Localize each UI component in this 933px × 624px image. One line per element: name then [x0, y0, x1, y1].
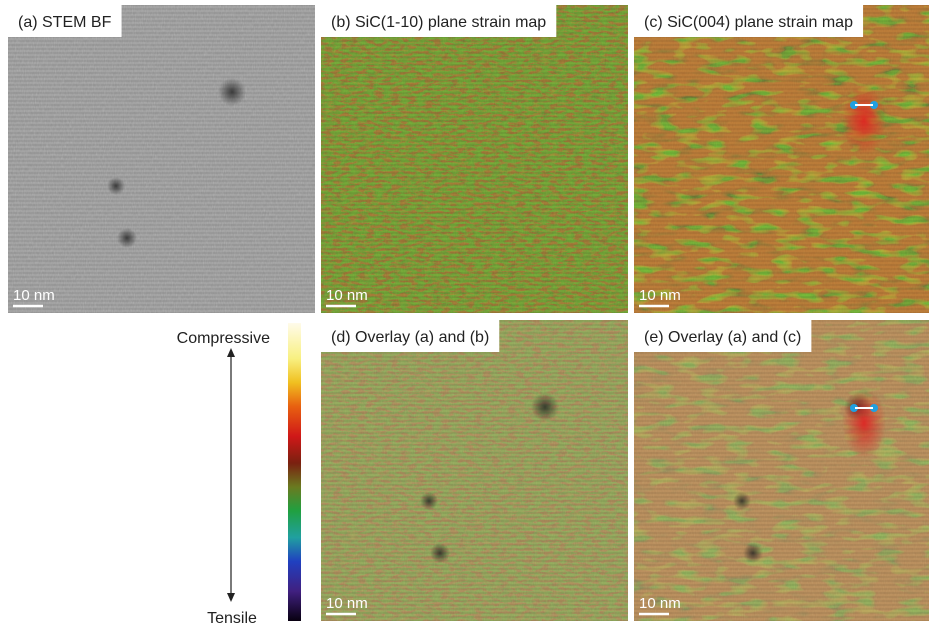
lattice-fringes: [8, 5, 315, 313]
strain-hotspot: [842, 85, 886, 155]
lattice-fringes: [321, 320, 628, 621]
scale-bar-label: 10 nm: [639, 595, 681, 612]
colorbar-bottom-label: Tensile: [207, 610, 257, 624]
defect-spot: [218, 78, 246, 106]
defect-spot: [117, 228, 137, 248]
panels: (a) STEM BF 10 nm (b) SiC(1-10) plane stra…: [8, 5, 929, 621]
scale-bar-label: 10 nm: [639, 287, 681, 304]
defect-spot: [107, 177, 125, 195]
defect-spot: [733, 492, 751, 510]
panel-label: (d) Overlay (a) and (b): [331, 329, 489, 346]
defect-spot: [531, 393, 559, 421]
strain-hotspot: [842, 388, 886, 458]
defect-spot: [430, 543, 450, 563]
panel-label: (e) Overlay (a) and (c): [644, 329, 801, 346]
lattice-fringes: [321, 5, 628, 313]
panel-label: (a) STEM BF: [18, 14, 112, 31]
page: {"panels":[ {"label":"(a) STEM BF","scal…: [0, 0, 933, 624]
arrow-head-down: [227, 593, 235, 602]
arrow-head-up: [227, 348, 235, 357]
scale-bar-label: 10 nm: [326, 595, 368, 612]
colorbar: [288, 323, 301, 621]
colorbar-top-label: Compressive: [177, 330, 270, 347]
figure: (a) STEM BF 10 nm (b) SiC(1-10) plane stra…: [0, 0, 933, 624]
panel-label: (c) SiC(004) plane strain map: [644, 14, 853, 31]
defect-spot: [420, 492, 438, 510]
panel-label: (b) SiC(1-10) plane strain map: [331, 14, 546, 31]
defect-spot: [743, 543, 763, 563]
lattice-fringes: [634, 5, 929, 313]
scale-bar-label: 10 nm: [326, 287, 368, 304]
scale-bar-label: 10 nm: [13, 287, 55, 304]
lattice-fringes: [634, 320, 929, 621]
